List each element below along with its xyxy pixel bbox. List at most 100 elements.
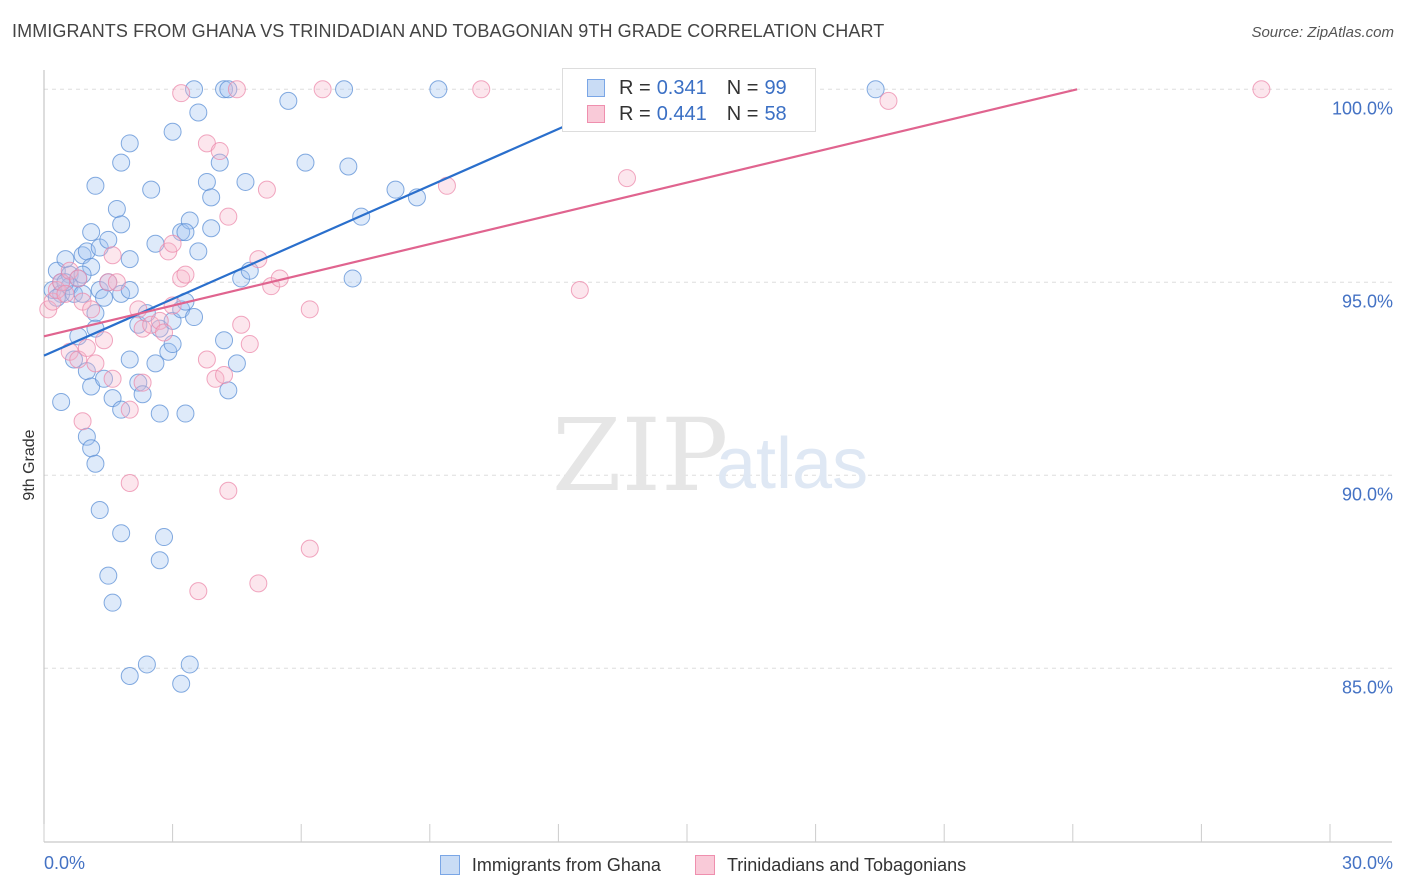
watermark-atlas: atlas (716, 424, 868, 504)
legend-swatch-ghana (587, 79, 605, 97)
trinidad-point (82, 300, 101, 319)
series-trinidad-points (39, 80, 1271, 601)
x-tick-labels: 0.0% 30.0% (44, 853, 1393, 873)
trinidad-point (107, 273, 126, 292)
trinidad-point (227, 80, 246, 99)
ghana-point (99, 230, 118, 249)
ghana-point (129, 373, 148, 392)
trinidad-point (133, 373, 152, 392)
ghana-point (197, 172, 216, 191)
trinidad-point (120, 400, 139, 419)
trinidad-point (617, 169, 636, 188)
legend-swatch-ghana (439, 855, 460, 875)
ghana-point (99, 566, 118, 585)
legend-item-ghana: Immigrants from Ghana (439, 852, 661, 878)
x-tick-label-max: 30.0% (1342, 853, 1393, 873)
trinidad-point (189, 582, 208, 601)
ghana-point (866, 80, 885, 99)
ghana-point (172, 674, 191, 693)
ghana-point (155, 528, 174, 547)
ghana-point (82, 439, 101, 458)
trinidad-point (313, 80, 332, 99)
trinidad-point (300, 300, 319, 319)
trinidad-point (300, 539, 319, 558)
trinidad-point (249, 574, 268, 593)
ghana-point (146, 354, 165, 373)
trinidad-point (879, 91, 898, 110)
ghana-point (180, 655, 199, 674)
trinidad-point (219, 207, 238, 226)
trinidad-point (240, 335, 259, 354)
ghana-point (52, 392, 71, 411)
trinidad-point (163, 234, 182, 253)
trinidad-point (133, 319, 152, 338)
ghana-point (82, 223, 101, 242)
series-legend: Immigrants from Ghana Trinidadians and T… (0, 852, 1406, 878)
ghana-point (176, 223, 195, 242)
trinidad-point (95, 331, 114, 350)
ghana-point (189, 103, 208, 122)
trinidad-point (56, 284, 75, 303)
stats-legend: R = 0.341 N = 99 R = 0.441 N = 58 (562, 68, 816, 132)
watermark: ZIP atlas (552, 397, 868, 514)
trinidad-point (150, 311, 169, 330)
y-tick-labels: 85.0% 90.0% 95.0% 100.0% (1332, 98, 1393, 697)
trinidad-point (210, 142, 229, 161)
ghana-point (163, 122, 182, 141)
legend-n-value: 99 (764, 76, 787, 99)
ghana-point (335, 80, 354, 99)
legend-r-label: R = (619, 76, 651, 99)
y-tick-label: 85.0% (1342, 677, 1393, 697)
ghana-point (176, 404, 195, 423)
ghana-point (236, 172, 255, 191)
trinidad-point (176, 265, 195, 284)
ghana-point (137, 655, 156, 674)
ghana-point (112, 524, 131, 543)
ghana-point (120, 134, 139, 153)
ghana-point (185, 308, 204, 327)
trinidad-point (172, 84, 191, 103)
ghana-point (180, 211, 199, 230)
ghana-point (202, 188, 221, 207)
legend-row-trinidad: R = 0.441 N = 58 (587, 101, 787, 127)
trinidad-point (155, 323, 174, 342)
ghana-point (343, 269, 362, 288)
trinidad-point (86, 354, 105, 373)
ghana-point (202, 219, 221, 238)
legend-r-label: R = (619, 102, 651, 125)
legend-swatch-trinidad (587, 105, 605, 123)
trinidad-point (197, 350, 216, 369)
trinidad-point (257, 180, 276, 199)
trinidad-point (472, 80, 491, 99)
trinidad-point (215, 365, 234, 384)
trinidad-point (73, 412, 92, 431)
ghana-point (279, 91, 298, 110)
trinidad-point (206, 369, 225, 388)
trinidad-point (232, 315, 251, 334)
legend-swatch-trinidad (694, 855, 715, 875)
series-ghana-points (43, 80, 885, 693)
ghana-point (90, 501, 109, 520)
ghana-point (107, 199, 126, 218)
ghana-point (296, 153, 315, 172)
trinidad-point (69, 269, 88, 288)
legend-n-label: N = (726, 76, 759, 99)
ghana-point (386, 180, 405, 199)
trinidad-point (120, 474, 139, 493)
ghana-point (215, 331, 234, 350)
legend-label-ghana: Immigrants from Ghana (471, 854, 661, 875)
ghana-point (429, 80, 448, 99)
ghana-point (103, 593, 122, 612)
ghana-point (86, 454, 105, 473)
ghana-point (142, 180, 161, 199)
ghana-point (189, 242, 208, 261)
y-tick-label: 100.0% (1332, 98, 1393, 118)
ghana-point (150, 551, 169, 570)
y-axis-title: 9th Grade (21, 429, 38, 500)
ghana-point (339, 157, 358, 176)
ghana-point (215, 80, 234, 99)
trinidad-point (103, 246, 122, 265)
trinidad-point (1252, 80, 1271, 99)
ghana-point (120, 250, 139, 269)
legend-item-trinidad: Trinidadians and Tobagonians (694, 852, 966, 878)
